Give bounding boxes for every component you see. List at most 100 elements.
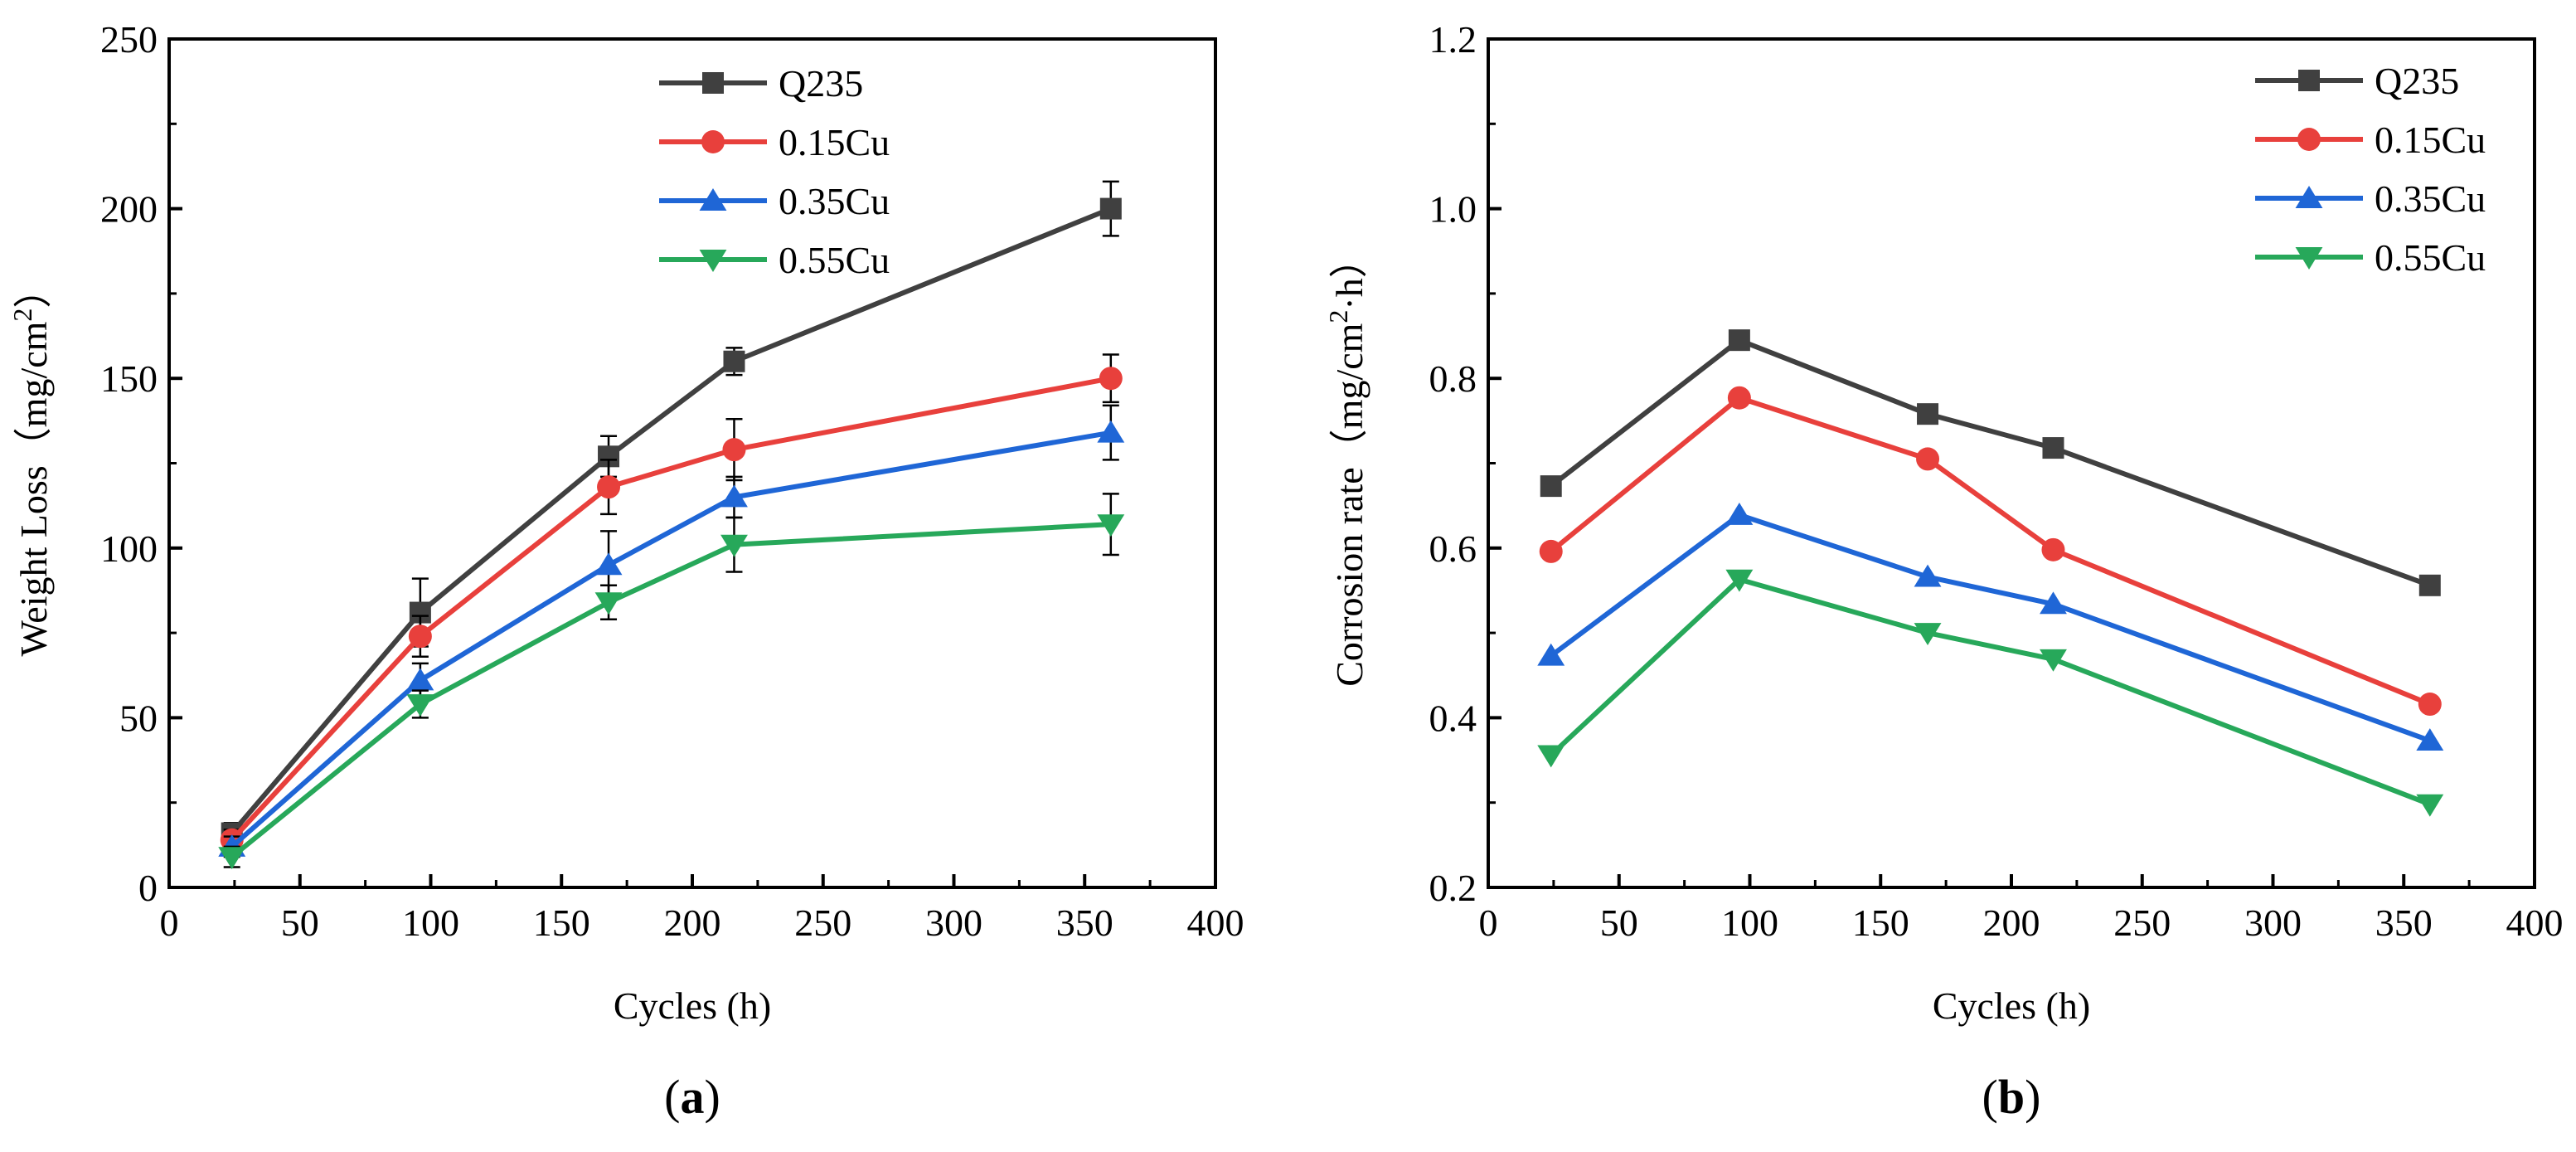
data-point [2041, 537, 2065, 561]
y-axis-title: Corrosion rate（mg/cm2·h） [1323, 240, 1370, 687]
data-point [597, 475, 621, 499]
x-axis-title: Cycles (h) [614, 984, 771, 1027]
y-axis-title: Weight Loss（mg/cm2） [7, 270, 55, 657]
series-0.55Cu [1537, 569, 2444, 817]
data-point [1537, 643, 1565, 666]
series-0.15Cu [1539, 386, 2442, 717]
x-tick-label: 200 [1983, 902, 2040, 944]
x-tick-label: 250 [794, 902, 851, 944]
y-tick-label: 0.8 [1429, 357, 1477, 400]
y-tick-label: 50 [119, 697, 158, 739]
data-point [1916, 447, 1940, 471]
data-point [218, 847, 246, 870]
data-point [2418, 574, 2441, 596]
series-line [230, 206, 1112, 835]
y-tick-label: 0.6 [1429, 527, 1477, 570]
data-point [1725, 502, 1754, 525]
y-tick-label: 200 [100, 188, 158, 231]
series-0.35Cu [218, 404, 1125, 858]
series-0.35Cu [1537, 502, 2444, 751]
y-tick-label: 0.4 [1429, 697, 1477, 739]
panel-label-open: ( [1982, 1070, 1998, 1124]
data-point [2416, 728, 2444, 751]
x-tick-label: 100 [402, 902, 459, 944]
legend-label: 0.35Cu [2375, 177, 2486, 220]
series-Q235 [221, 180, 1122, 845]
chart-panel-b: 0 50 100 150 200 250 300 350 400 0.2 0.4 0.6 0.8 1.0 1… [1323, 18, 2564, 1124]
legend-label: Q235 [2375, 60, 2459, 102]
y-axis-title-sup: 2 [7, 309, 37, 322]
legend: Q235 0.15Cu 0.35Cu 0.55Cu [659, 62, 890, 281]
data-point [1537, 745, 1565, 768]
data-point [1914, 564, 1942, 587]
data-point [594, 592, 623, 615]
chart-panel-a: 0 50 100 150 200 250 300 350 400 0 50 100 150 200 250 C… [7, 18, 1244, 1124]
data-point [1540, 475, 1562, 498]
data-point [406, 668, 434, 691]
x-tick-label: 150 [533, 902, 590, 944]
data-point [408, 625, 432, 649]
x-tick-label: 300 [925, 902, 982, 944]
y-axis-title-end: ·h） [1328, 240, 1370, 309]
x-tick-label: 350 [1056, 902, 1113, 944]
data-point [1099, 197, 1122, 220]
series-line [230, 430, 1112, 849]
data-point [723, 350, 745, 372]
data-point [1097, 514, 1125, 537]
y-tick-label: 1.2 [1429, 18, 1477, 61]
legend-label: 0.35Cu [779, 180, 890, 222]
data-point [2040, 649, 2067, 672]
panel-label: (b) [1982, 1070, 2041, 1124]
legend-marker [699, 188, 727, 211]
x-tick-label: 0 [1479, 902, 1498, 944]
legend-marker [2295, 247, 2323, 270]
x-tick-label: 350 [2375, 902, 2433, 944]
series-line [1549, 395, 2431, 707]
panel-label: (a) [664, 1070, 720, 1124]
data-point [1099, 367, 1123, 391]
data-point [1097, 420, 1125, 443]
data-point [720, 534, 748, 557]
legend-label: 0.55Cu [779, 239, 890, 281]
legend: Q235 0.15Cu 0.35Cu 0.55Cu [2255, 60, 2486, 279]
y-tick-label: 100 [100, 527, 158, 570]
legend-label: 0.55Cu [2375, 236, 2486, 279]
data-point [2418, 693, 2442, 717]
data-point [1917, 403, 1939, 425]
legend-marker [2295, 186, 2323, 208]
y-tick-label: 0 [138, 867, 158, 909]
y-tick-label: 0.2 [1429, 867, 1477, 909]
x-tick-label: 150 [1852, 902, 1909, 944]
data-point [1914, 623, 1942, 646]
data-point [722, 438, 746, 462]
x-tick-label: 400 [1187, 902, 1244, 944]
x-tick-label: 50 [1600, 902, 1638, 944]
panel-label-open: ( [664, 1070, 680, 1124]
data-point [720, 484, 748, 508]
y-tick-label: 1.0 [1429, 188, 1477, 231]
panel-label-close: ) [2025, 1070, 2040, 1124]
panel-label-close: ) [705, 1070, 720, 1124]
series-line [1549, 512, 2431, 743]
y-axis-title-sup: 2 [1323, 310, 1353, 323]
data-point [1725, 569, 1754, 592]
panel-label-letter: b [1998, 1070, 2025, 1124]
data-point [2042, 437, 2064, 459]
x-tick-label: 200 [664, 902, 721, 944]
series-line [1549, 338, 2431, 588]
data-point [1539, 539, 1563, 563]
x-tick-label: 300 [2244, 902, 2302, 944]
y-axis-title-main: Corrosion rate（mg/cm [1328, 323, 1370, 686]
data-point [2040, 591, 2067, 615]
series-line [230, 522, 1111, 859]
legend-label: 0.15Cu [779, 121, 890, 163]
x-tick-label: 50 [281, 902, 319, 944]
data-point [1728, 329, 1750, 352]
x-tick-label: 400 [2506, 902, 2564, 944]
series-line [230, 376, 1112, 842]
legend-label: Q235 [779, 62, 863, 105]
data-point [1727, 386, 1751, 410]
legend-label: 0.15Cu [2375, 119, 2486, 161]
